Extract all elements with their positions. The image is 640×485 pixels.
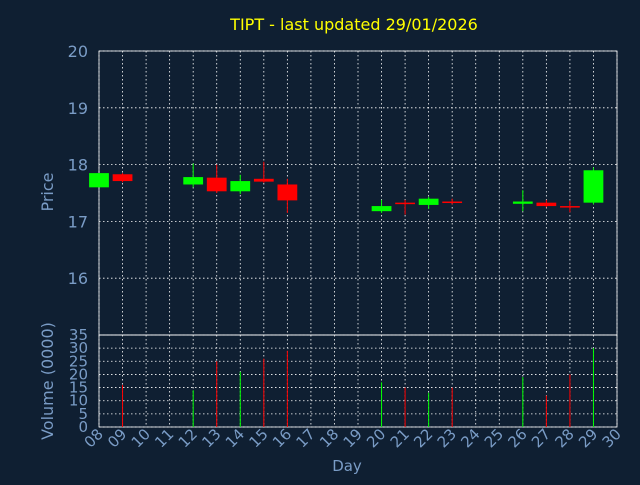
x-tick-label: 14 (222, 425, 248, 451)
price-y-tick-label: 19 (68, 99, 88, 118)
x-tick-label: 09 (104, 425, 130, 451)
price-y-tick-label: 18 (68, 156, 88, 175)
x-axis-label: Day (332, 457, 362, 475)
candle-body (583, 170, 604, 203)
candle-body (442, 201, 463, 204)
price-series (89, 161, 604, 215)
volume-grid (98, 334, 618, 428)
volume-y-axis-label: Volume (0000) (38, 322, 57, 440)
x-tick-label: 24 (457, 425, 483, 451)
candle-body (395, 202, 415, 205)
chart-title: TIPT - last updated 29/01/2026 (229, 15, 478, 34)
candle-body (112, 174, 133, 182)
volume-series (122, 348, 594, 427)
price-grid (98, 50, 618, 336)
candle-body (536, 202, 557, 207)
x-tick-label: 15 (245, 425, 271, 451)
x-tick-label: 26 (504, 425, 530, 451)
x-tick-label: 11 (151, 425, 177, 451)
x-tick-label: 27 (528, 425, 554, 451)
x-tick-label: 20 (363, 425, 389, 451)
x-tick-label: 21 (387, 425, 413, 451)
x-tick-label: 18 (316, 425, 342, 451)
x-tick-label: 30 (599, 425, 625, 451)
x-tick-label: 16 (269, 425, 295, 451)
volume-plot-frame (98, 334, 618, 428)
price-y-ticks: 16 17 18 19 20 (68, 42, 88, 288)
price-y-axis-label: Price (38, 172, 57, 211)
candle-body (418, 198, 439, 205)
volume-y-tick-label: 0 (78, 418, 88, 436)
x-tick-label: 10 (128, 425, 154, 451)
x-tick-label: 29 (575, 425, 601, 451)
candle-body (253, 178, 274, 182)
candle-body (230, 181, 251, 192)
volume-y-tick-label: 30 (69, 339, 88, 357)
candle-body (371, 206, 392, 212)
volume-y-tick-label: 25 (69, 352, 88, 370)
candle-body (183, 177, 204, 185)
x-tick-label: 25 (481, 425, 507, 451)
x-tick-label: 17 (293, 425, 319, 451)
x-tick-label: 23 (434, 425, 460, 451)
price-y-tick-label: 17 (68, 212, 88, 231)
volume-y-tick-label: 5 (78, 405, 88, 423)
candle-body (277, 184, 298, 201)
x-tick-label: 28 (552, 425, 578, 451)
volume-y-tick-label: 35 (69, 326, 88, 344)
price-y-tick-label: 20 (68, 42, 88, 61)
x-tick-label: 13 (198, 425, 224, 451)
volume-y-tick-label: 20 (69, 365, 88, 383)
candle-body (89, 173, 109, 188)
x-ticks: 0809101112131415161718192021222324252627… (81, 425, 625, 451)
x-tick-label: 12 (175, 425, 201, 451)
volume-y-tick-label: 15 (69, 379, 88, 397)
candle-body (560, 206, 580, 208)
price-y-tick-label: 16 (68, 269, 88, 288)
candle-body (512, 201, 533, 204)
x-tick-label: 22 (410, 425, 436, 451)
x-tick-label: 19 (340, 425, 366, 451)
volume-y-tick-label: 10 (69, 392, 88, 410)
candle-body (206, 177, 227, 192)
